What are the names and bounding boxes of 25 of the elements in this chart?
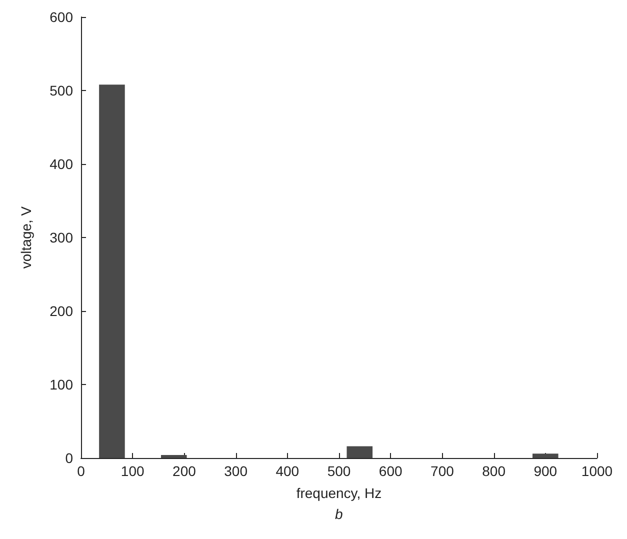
y-tick-label: 500 bbox=[50, 82, 74, 98]
x-tick-label: 200 bbox=[172, 463, 196, 479]
x-tick-label: 700 bbox=[430, 463, 454, 479]
bar bbox=[346, 446, 373, 458]
x-tick-label: 0 bbox=[77, 463, 86, 479]
y-tick-label: 200 bbox=[50, 303, 74, 319]
x-tick-label: 400 bbox=[276, 463, 300, 479]
y-tick-label: 300 bbox=[50, 230, 74, 246]
bar bbox=[160, 455, 187, 458]
y-axis-title: voltage, V bbox=[18, 206, 34, 269]
x-tick-label: 1000 bbox=[581, 463, 613, 479]
y-tick-label: 0 bbox=[65, 450, 74, 466]
y-tick-label: 400 bbox=[50, 156, 74, 172]
text: b bbox=[335, 506, 343, 522]
y-tick-label: 100 bbox=[50, 376, 74, 392]
bar bbox=[99, 84, 125, 458]
x-tick-label: 100 bbox=[120, 463, 144, 479]
x-tick-label: 300 bbox=[224, 463, 248, 479]
x-tick-label: 900 bbox=[534, 463, 558, 479]
x-tick-label: 600 bbox=[378, 463, 402, 479]
x-axis-title: frequency, Hz bbox=[296, 485, 382, 501]
x-tick-label: 500 bbox=[327, 463, 351, 479]
bar bbox=[532, 454, 558, 458]
y-tick-label: 600 bbox=[50, 9, 74, 25]
x-tick-label: 800 bbox=[482, 463, 506, 479]
